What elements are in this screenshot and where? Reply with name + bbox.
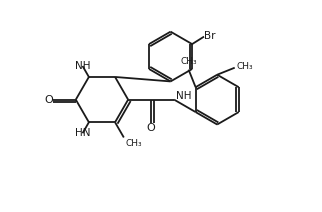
- Text: O: O: [44, 95, 53, 105]
- Text: HN: HN: [75, 128, 90, 138]
- Text: CH₃: CH₃: [180, 57, 197, 66]
- Text: Br: Br: [204, 31, 216, 41]
- Text: CH₃: CH₃: [236, 62, 253, 71]
- Text: CH₃: CH₃: [126, 139, 142, 148]
- Text: O: O: [147, 123, 156, 133]
- Text: NH: NH: [75, 61, 90, 71]
- Text: NH: NH: [176, 91, 191, 101]
